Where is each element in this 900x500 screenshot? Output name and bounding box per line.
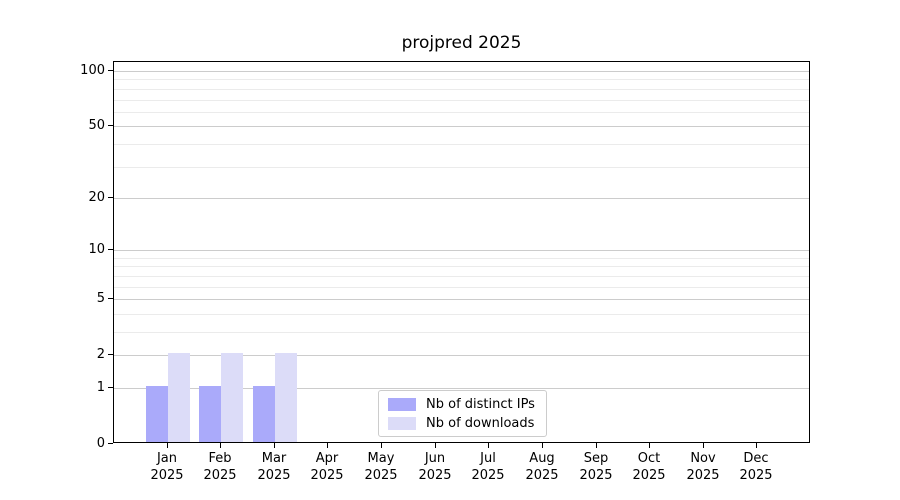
y-axis-tick [108, 443, 113, 444]
chart-title: projpred 2025 [401, 33, 522, 53]
y-axis-tick-label: 5 [96, 291, 105, 306]
legend-entry: Nb of distinct IPs [388, 397, 537, 412]
x-axis-tick [381, 443, 382, 448]
x-axis-tick [703, 443, 704, 448]
y-axis-tick-label: 2 [96, 347, 105, 362]
y-axis-tick [108, 197, 113, 198]
x-axis-tick [756, 443, 757, 448]
minor-gridline [114, 89, 809, 90]
major-gridline [114, 198, 809, 199]
y-axis-tick-label: 10 [88, 242, 105, 257]
y-axis-tick-label: 0 [96, 436, 105, 451]
x-axis-tick-label: Nov 2025 [679, 450, 727, 484]
x-tick-month: Mar [261, 451, 287, 466]
minor-gridline [114, 314, 809, 315]
x-axis-tick-label: Feb 2025 [196, 450, 244, 484]
x-tick-month: Jun [424, 451, 446, 466]
x-tick-month: Nov [690, 451, 716, 466]
x-axis-tick [542, 443, 543, 448]
y-axis-tick [108, 298, 113, 299]
x-axis-tick [167, 443, 168, 448]
legend-swatch [388, 397, 416, 411]
x-tick-year: 2025 [632, 468, 666, 483]
x-tick-year: 2025 [525, 468, 559, 483]
x-axis-tick-label: Sep 2025 [572, 450, 620, 484]
y-axis-tick-label: 1 [96, 380, 105, 395]
y-axis-tick-label: 50 [88, 118, 105, 133]
legend: Nb of distinct IPs Nb of downloads [378, 390, 547, 437]
major-gridline [114, 355, 809, 356]
bar [253, 386, 275, 442]
y-axis-tick [108, 125, 113, 126]
y-axis-tick-label: 20 [88, 190, 105, 205]
legend-label: Nb of distinct IPs [426, 396, 535, 412]
bar [168, 353, 190, 442]
minor-gridline [114, 144, 809, 145]
x-tick-month: Dec [743, 451, 769, 466]
major-gridline [114, 299, 809, 300]
major-gridline [114, 388, 809, 389]
minor-gridline [114, 332, 809, 333]
bar [199, 386, 221, 442]
minor-gridline [114, 258, 809, 259]
x-axis-tick-label: May 2025 [357, 450, 405, 484]
minor-gridline [114, 287, 809, 288]
major-gridline [114, 250, 809, 251]
x-axis-tick-label: Jan 2025 [143, 450, 191, 484]
x-axis-tick-label: Apr 2025 [303, 450, 351, 484]
y-axis-tick [108, 354, 113, 355]
x-axis-tick-label: Mar 2025 [250, 450, 298, 484]
x-tick-month: Jul [480, 451, 496, 466]
x-axis-tick [220, 443, 221, 448]
x-axis-tick [649, 443, 650, 448]
x-tick-year: 2025 [471, 468, 505, 483]
x-tick-year: 2025 [686, 468, 720, 483]
x-tick-month: Oct [637, 451, 661, 466]
x-tick-month: Feb [208, 451, 232, 466]
x-axis-tick [435, 443, 436, 448]
x-axis-tick-label: Aug 2025 [518, 450, 566, 484]
x-tick-year: 2025 [739, 468, 773, 483]
x-tick-month: May [367, 451, 395, 466]
bar [275, 353, 297, 442]
legend-label: Nb of downloads [426, 415, 535, 431]
minor-gridline [114, 276, 809, 277]
x-axis-tick-label: Jun 2025 [411, 450, 459, 484]
x-tick-year: 2025 [203, 468, 237, 483]
bar [221, 353, 243, 442]
x-tick-year: 2025 [418, 468, 452, 483]
minor-gridline [114, 266, 809, 267]
legend-swatch [388, 416, 416, 430]
x-axis-tick-label: Jul 2025 [464, 450, 512, 484]
x-tick-year: 2025 [150, 468, 184, 483]
major-gridline [114, 71, 809, 72]
minor-gridline [114, 100, 809, 101]
x-tick-year: 2025 [257, 468, 291, 483]
x-axis-tick-label: Oct 2025 [625, 450, 673, 484]
major-gridline [114, 126, 809, 127]
x-tick-month: Jan [156, 451, 178, 466]
y-axis-tick [108, 70, 113, 71]
x-axis-tick [488, 443, 489, 448]
y-axis-tick [108, 249, 113, 250]
y-axis-tick-label: 100 [80, 63, 105, 78]
x-axis-tick [274, 443, 275, 448]
x-tick-month: Sep [583, 451, 609, 466]
x-axis-tick [596, 443, 597, 448]
minor-gridline [114, 167, 809, 168]
x-tick-month: Aug [529, 451, 555, 466]
plot-area [113, 61, 810, 443]
bar [146, 386, 168, 442]
x-tick-year: 2025 [310, 468, 344, 483]
legend-entry: Nb of downloads [388, 416, 537, 431]
x-tick-month: Apr [315, 451, 339, 466]
x-tick-year: 2025 [364, 468, 398, 483]
x-axis-tick-label: Dec 2025 [732, 450, 780, 484]
minor-gridline [114, 79, 809, 80]
x-axis-tick [327, 443, 328, 448]
y-axis-tick [108, 387, 113, 388]
x-tick-year: 2025 [579, 468, 613, 483]
minor-gridline [114, 112, 809, 113]
